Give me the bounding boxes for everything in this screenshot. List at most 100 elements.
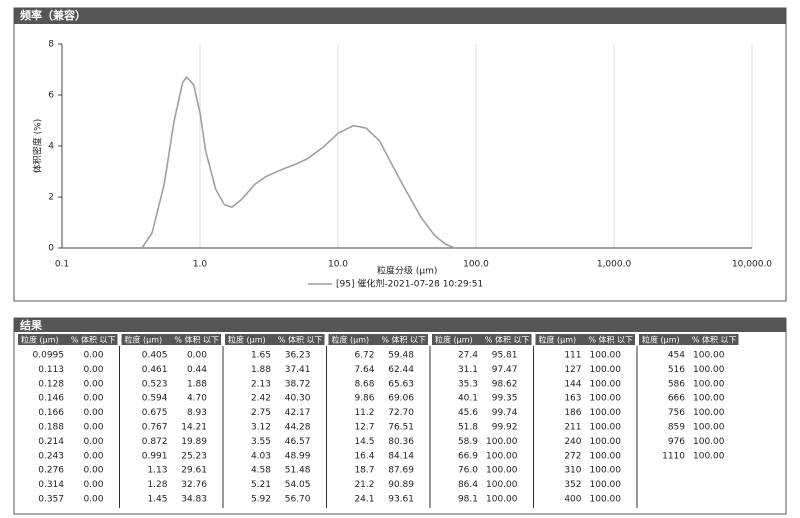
cell-size: 0.146 xyxy=(38,394,64,404)
cell-volume: 100.00 xyxy=(693,423,725,433)
cell-volume: 100.00 xyxy=(590,394,622,404)
cell-volume: 100.00 xyxy=(590,379,622,389)
cell-size: 1.13 xyxy=(147,466,167,476)
cell-size: 5.92 xyxy=(251,495,271,505)
cell-size: 98.1 xyxy=(458,495,478,505)
cell-size: 11.2 xyxy=(354,408,374,418)
curve xyxy=(141,75,455,249)
cell-volume: 0.00 xyxy=(83,466,103,476)
cell-volume: 8.93 xyxy=(187,408,207,418)
cell-volume: 56.70 xyxy=(285,495,311,505)
cell-size: 0.128 xyxy=(38,379,64,389)
column-header: 粒度 (μm) xyxy=(435,335,473,345)
cell-volume: 25.23 xyxy=(181,451,207,461)
cell-volume: 99.74 xyxy=(492,408,518,418)
cell-volume: 100.00 xyxy=(486,451,518,461)
cell-size: 0.188 xyxy=(38,423,64,433)
cell-size: 5.21 xyxy=(251,480,271,490)
cell-volume: 0.00 xyxy=(83,495,103,505)
cell-volume: 34.83 xyxy=(181,495,207,505)
cell-size: 211 xyxy=(564,423,581,433)
cell-size: 4.58 xyxy=(251,466,271,476)
cell-volume: 0.00 xyxy=(83,451,103,461)
results-header xyxy=(14,318,786,332)
cell-volume: 62.44 xyxy=(388,365,414,375)
cell-volume: 100.00 xyxy=(486,437,518,447)
cell-size: 3.55 xyxy=(251,437,271,447)
cell-volume: 36.23 xyxy=(285,351,311,361)
cell-size: 0.594 xyxy=(142,394,168,404)
cell-size: 1.88 xyxy=(251,365,271,375)
cell-size: 586 xyxy=(668,379,685,389)
cell-size: 0.0995 xyxy=(33,351,65,361)
cell-size: 0.166 xyxy=(38,408,64,418)
cell-size: 16.4 xyxy=(354,451,374,461)
cell-size: 1110 xyxy=(662,451,685,461)
x-tick-label: 1,000.0 xyxy=(597,260,632,270)
cell-size: 3.12 xyxy=(251,423,271,433)
cell-volume: 100.00 xyxy=(590,423,622,433)
cell-volume: 100.00 xyxy=(590,495,622,505)
header-cell xyxy=(225,334,325,345)
cell-size: 14.5 xyxy=(354,437,374,447)
cell-size: 58.9 xyxy=(458,437,478,447)
cell-volume: 0.00 xyxy=(83,379,103,389)
cell-size: 400 xyxy=(564,495,581,505)
cell-size: 6.72 xyxy=(354,351,374,361)
cell-size: 272 xyxy=(564,451,581,461)
x-axis-label: 粒度分级 (μm) xyxy=(377,265,437,277)
cell-volume: 93.61 xyxy=(388,495,414,505)
header-cell xyxy=(18,334,118,345)
cell-volume: 69.06 xyxy=(388,394,414,404)
cell-volume: 59.48 xyxy=(388,351,414,361)
cell-volume: 100.00 xyxy=(486,466,518,476)
cell-volume: 100.00 xyxy=(693,379,725,389)
cell-volume: 0.00 xyxy=(83,437,103,447)
cell-volume: 65.63 xyxy=(388,379,414,389)
cell-size: 0.991 xyxy=(142,451,168,461)
column-header: % 体积 以下 xyxy=(278,335,323,345)
column-header: % 体积 以下 xyxy=(588,335,633,345)
cell-volume: 97.47 xyxy=(492,365,518,375)
cell-size: 0.357 xyxy=(38,495,64,505)
cell-volume: 4.70 xyxy=(187,394,207,404)
cell-size: 2.42 xyxy=(251,394,271,404)
cell-size: 756 xyxy=(668,408,685,418)
cell-volume: 100.00 xyxy=(486,495,518,505)
cell-volume: 95.81 xyxy=(492,351,518,361)
cell-size: 24.1 xyxy=(354,495,374,505)
column-header: 粒度 (μm) xyxy=(539,335,577,345)
cell-volume: 44.28 xyxy=(285,423,311,433)
cell-volume: 38.72 xyxy=(285,379,311,389)
cell-volume: 99.92 xyxy=(492,423,518,433)
cell-size: 859 xyxy=(668,423,685,433)
cell-volume: 1.88 xyxy=(187,379,207,389)
cell-volume: 100.00 xyxy=(693,408,725,418)
chart-panel xyxy=(13,7,787,302)
cell-volume: 100.00 xyxy=(486,480,518,490)
cell-volume: 0.44 xyxy=(187,365,207,375)
cell-volume: 100.00 xyxy=(590,437,622,447)
chart-title: 频率（兼容） xyxy=(20,8,86,22)
cell-size: 2.13 xyxy=(251,379,271,389)
cell-volume: 0.00 xyxy=(83,408,103,418)
cell-volume: 0.00 xyxy=(83,365,103,375)
cell-volume: 100.00 xyxy=(693,351,725,361)
cell-volume: 0.00 xyxy=(83,351,103,361)
cell-size: 40.1 xyxy=(458,394,478,404)
results-title: 结果 xyxy=(19,318,42,332)
cell-volume: 84.14 xyxy=(388,451,414,461)
cell-size: 51.8 xyxy=(458,423,478,433)
column-header: % 体积 以下 xyxy=(485,335,530,345)
cell-size: 454 xyxy=(668,351,685,361)
header-cell xyxy=(432,334,532,345)
cell-size: 516 xyxy=(668,365,685,375)
cell-volume: 40.30 xyxy=(285,394,311,404)
cell-size: 0.276 xyxy=(38,466,64,476)
y-tick-label: 6 xyxy=(48,91,54,101)
column-header: % 体积 以下 xyxy=(381,335,426,345)
cell-volume: 99.35 xyxy=(492,394,518,404)
column-header: 粒度 (μm) xyxy=(642,335,680,345)
cell-volume: 19.89 xyxy=(181,437,207,447)
